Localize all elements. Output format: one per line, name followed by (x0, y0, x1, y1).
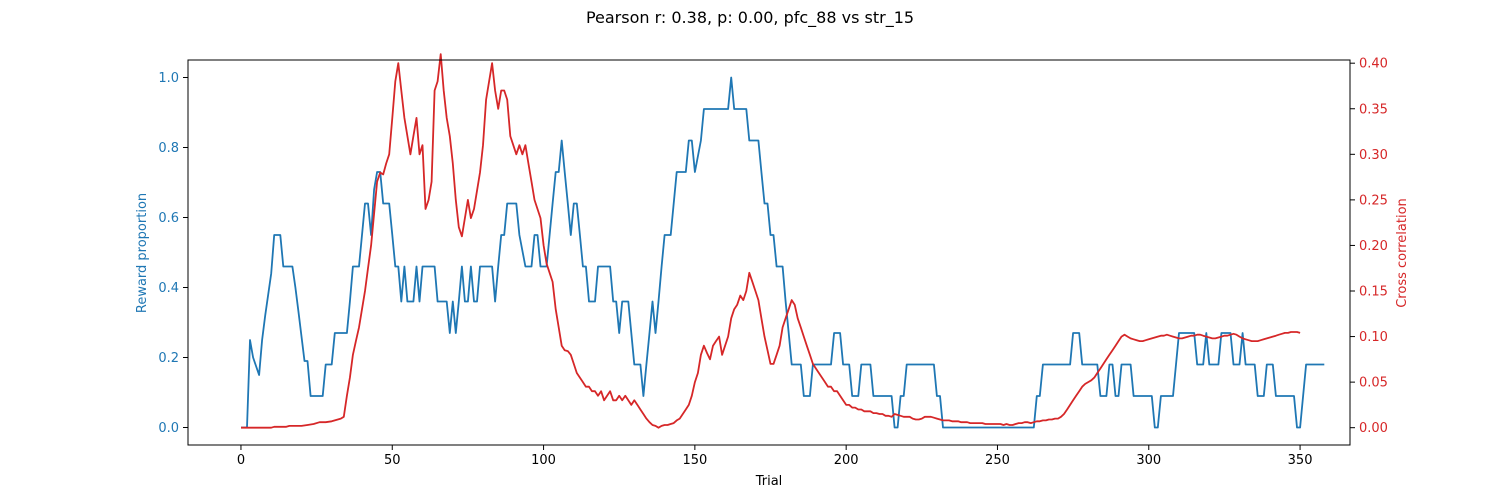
y-axis-left: 0.0 0.2 0.4 0.6 0.8 1.0 (158, 71, 188, 436)
y-left-tick-label: 1.0 (158, 71, 179, 86)
x-axis-label: Trial (755, 474, 783, 489)
y-axis-left-label: Reward proportion (135, 193, 150, 313)
y-left-tick-label: 0.4 (158, 281, 179, 296)
x-tick-label: 100 (531, 453, 556, 468)
x-tick-label: 200 (834, 453, 859, 468)
y-right-tick-label: 0.15 (1359, 285, 1388, 300)
y-right-tick-label: 0.40 (1359, 57, 1388, 72)
y-right-tick-label: 0.30 (1359, 148, 1388, 163)
y-right-tick-label: 0.35 (1359, 102, 1388, 117)
y-left-tick-label: 0.8 (158, 141, 179, 156)
y-left-tick-label: 0.2 (158, 351, 179, 366)
plot-frame (187, 59, 1351, 446)
chart-title: Pearson r: 0.38, p: 0.00, pfc_88 vs str_… (586, 8, 914, 28)
x-tick-label: 150 (682, 453, 707, 468)
x-tick-label: 300 (1136, 453, 1161, 468)
x-tick-label: 350 (1288, 453, 1313, 468)
y-axis-right: 0.00 0.05 0.10 0.15 0.20 0.25 0.30 0.35 0.40 (1350, 57, 1388, 436)
y-right-tick-label: 0.25 (1359, 193, 1388, 208)
y-axis-right-label: Cross correlation (1395, 198, 1410, 308)
y-right-tick-label: 0.00 (1359, 421, 1388, 436)
x-tick-label: 50 (384, 453, 401, 468)
x-axis: 0 50 100 150 200 250 300 350 (237, 445, 1313, 468)
x-tick-label: 250 (985, 453, 1010, 468)
y-left-tick-label: 0.6 (158, 211, 179, 226)
y-right-tick-label: 0.20 (1359, 239, 1388, 254)
cross-correlation-line (241, 53, 1301, 429)
x-tick-label: 0 (237, 453, 245, 468)
y-right-tick-label: 0.10 (1359, 330, 1388, 345)
y-left-tick-label: 0.0 (158, 421, 179, 436)
plot-area (241, 53, 1325, 429)
reward-proportion-line (241, 76, 1325, 429)
y-right-tick-label: 0.05 (1359, 376, 1388, 391)
